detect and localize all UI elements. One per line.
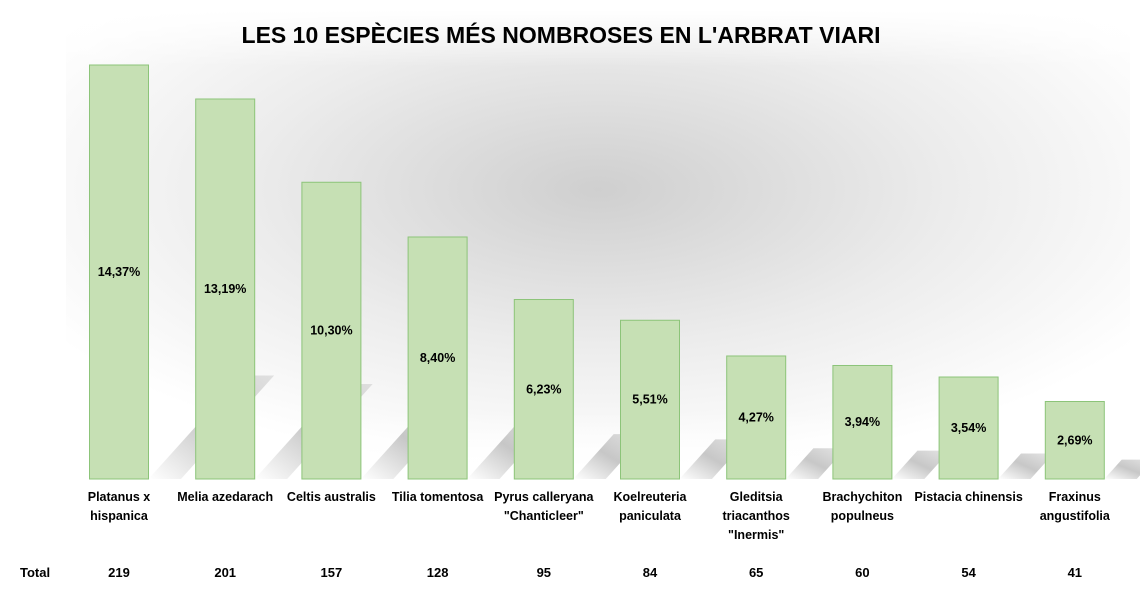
category-label: Fraxinus angustifolia (1040, 490, 1111, 523)
bar-shadow (1104, 459, 1140, 479)
category-label: Pyrus calleryana "Chanticleer" (494, 490, 594, 523)
total-value: 60 (855, 565, 869, 580)
total-value: 54 (961, 565, 976, 580)
data-label: 13,19% (204, 282, 246, 296)
data-labels: 14,37% 13,19% 10,30% 8,40% 6,23% 5,51% 4,27% 3,… (98, 265, 1093, 447)
data-label: 10,30% (310, 324, 352, 338)
category-label: Pistacia chinensis (914, 490, 1022, 504)
data-label: 3,54% (951, 421, 986, 435)
category-label: Brachychiton populneus (822, 490, 902, 523)
total-value: 95 (537, 565, 551, 580)
data-label: 6,23% (526, 382, 561, 396)
total-value: 219 (108, 565, 130, 580)
data-label: 3,94% (845, 415, 880, 429)
total-value: 201 (214, 565, 236, 580)
bar-shadow (998, 453, 1054, 479)
bar (620, 319, 680, 480)
bar (726, 355, 787, 480)
total-row: Total 219 201 157 128 95 84 65 60 54 41 (20, 565, 1082, 580)
bar (513, 299, 574, 480)
category-label: Koelreuteria paniculata (614, 490, 688, 523)
category-label: Melia azedarach (177, 490, 273, 504)
data-label: 5,51% (632, 393, 667, 407)
total-value: 157 (321, 565, 343, 580)
data-label: 8,40% (420, 351, 455, 365)
total-value: 41 (1068, 565, 1082, 580)
total-value: 84 (643, 565, 658, 580)
bars (89, 64, 1105, 480)
total-value: 65 (749, 565, 763, 580)
category-label: Platanus x hispanica (88, 490, 151, 523)
category-label: Gleditsia triacanthos "Inermis" (723, 490, 790, 542)
chart-title: LES 10 ESPÈCIES MÉS NOMBROSES EN L'ARBRA… (242, 21, 881, 48)
bar (407, 236, 468, 480)
bar (832, 364, 893, 480)
category-labels: Platanus x hispanica Melia azedarach Celtis… (88, 490, 1111, 542)
bar-shadow (785, 448, 846, 479)
bar (89, 64, 149, 480)
total-value: 128 (427, 565, 449, 580)
data-label: 14,37% (98, 265, 140, 279)
bar (195, 98, 256, 480)
category-label: Tilia tomentosa (392, 490, 485, 504)
bar (938, 376, 999, 480)
bar (301, 181, 362, 480)
category-label: Celtis australis (287, 490, 376, 504)
total-row-label: Total (20, 565, 50, 580)
bar-shadow (891, 450, 950, 479)
data-label: 2,69% (1057, 433, 1092, 447)
data-label: 4,27% (738, 410, 773, 424)
bar (1044, 401, 1105, 480)
